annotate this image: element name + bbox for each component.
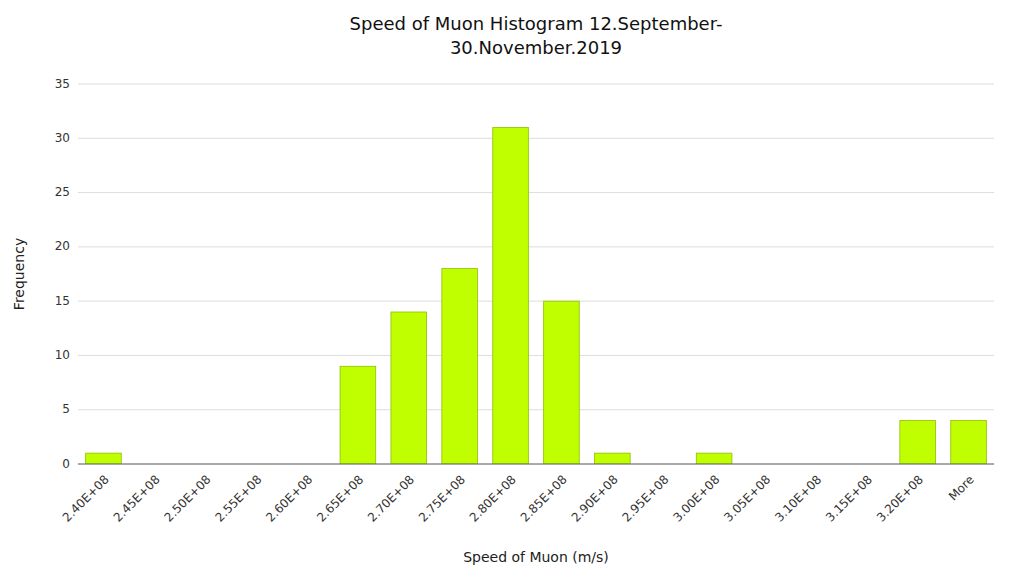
bar (696, 453, 732, 464)
bar (86, 453, 122, 464)
x-tick-label: 2.95E+08 (620, 472, 672, 524)
x-tick-label: 3.20E+08 (874, 472, 926, 524)
y-tick-label: 15 (55, 294, 70, 308)
x-tick-label: 2.75E+08 (416, 472, 468, 524)
grid-line (78, 246, 994, 247)
bar (340, 366, 376, 464)
x-tick-label: 2.60E+08 (263, 472, 315, 524)
grid (78, 84, 994, 464)
y-tick-label: 20 (55, 239, 70, 253)
x-tick-label: More (946, 472, 977, 503)
bar (391, 312, 427, 464)
title: Speed of Muon Histogram 12.September-30.… (350, 13, 723, 58)
x-tick-label: 3.15E+08 (823, 472, 875, 524)
bar (544, 301, 580, 464)
x-tick-label: 2.65E+08 (314, 472, 366, 524)
x-axis-line (78, 464, 994, 465)
grid-line (78, 355, 994, 356)
bars (86, 127, 987, 464)
chart-container: 051015202530352.40E+082.45E+082.50E+082.… (0, 0, 1024, 576)
x-tick-label: 2.90E+08 (569, 472, 621, 524)
bar (900, 421, 936, 464)
y-tick-label: 35 (55, 77, 70, 91)
x-tick-label: 2.85E+08 (518, 472, 570, 524)
y-tick-label: 5 (62, 402, 70, 416)
x-tick-label: 2.80E+08 (467, 472, 519, 524)
x-tick-label: 3.00E+08 (670, 472, 722, 524)
grid-line (78, 84, 994, 85)
bar (595, 453, 631, 464)
bar (442, 269, 478, 464)
x-tick-label: 2.55E+08 (212, 472, 264, 524)
grid-line (78, 464, 994, 465)
y-axis-label: Frequency (11, 238, 27, 310)
x-tick-label: 2.50E+08 (162, 472, 214, 524)
grid-line (78, 301, 994, 302)
y-tick-label: 25 (55, 185, 70, 199)
grid-line (78, 192, 994, 193)
chart-svg: 051015202530352.40E+082.45E+082.50E+082.… (0, 0, 1024, 576)
x-tick-label: 2.45E+08 (111, 472, 163, 524)
y-tick-label: 10 (55, 348, 70, 362)
y-tick-label: 30 (55, 131, 70, 145)
x-tick-label: 3.05E+08 (721, 472, 773, 524)
x-tick-label: 2.40E+08 (60, 472, 112, 524)
y-tick-label: 0 (62, 457, 70, 471)
x-tick-label: 2.70E+08 (365, 472, 417, 524)
x-axis-label: Speed of Muon (m/s) (463, 549, 609, 565)
grid-line (78, 409, 994, 410)
bar (493, 127, 529, 464)
bar (951, 421, 987, 464)
x-tick-label: 3.10E+08 (772, 472, 824, 524)
grid-line (78, 138, 994, 139)
